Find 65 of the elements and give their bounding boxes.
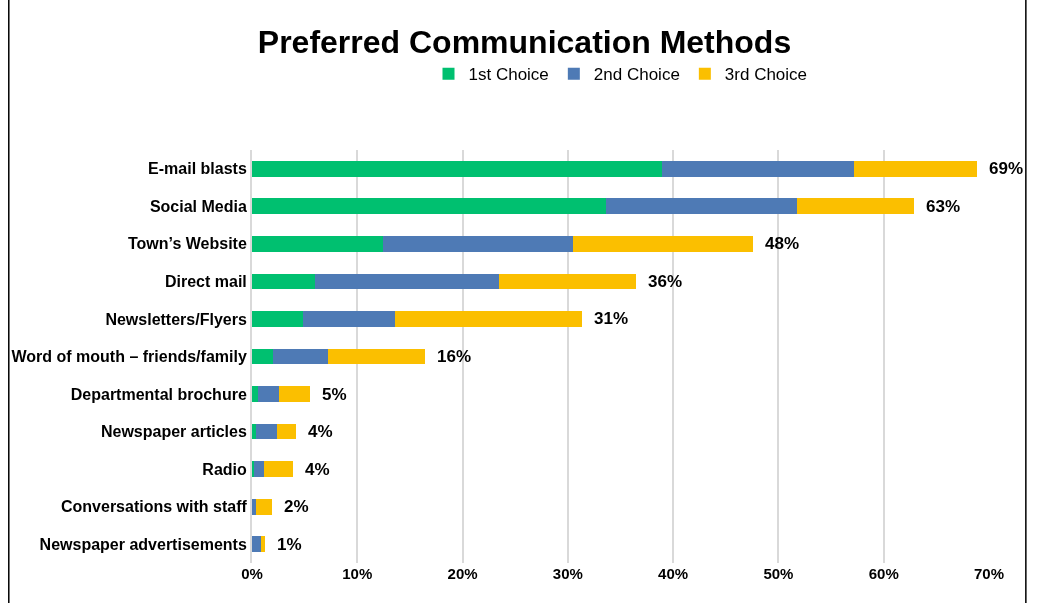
total-label: 16% <box>437 347 472 366</box>
total-label: 31% <box>594 309 629 328</box>
total-label: 69% <box>989 159 1024 178</box>
bar <box>261 536 265 553</box>
y-tick-label: E-mail blasts <box>148 160 247 178</box>
y-tick-label: Word of mouth – friends/family <box>11 348 247 366</box>
total-label: 2% <box>284 497 309 516</box>
bar <box>327 348 425 365</box>
y-tick-label: Newsletters/Flyers <box>105 310 247 328</box>
bar <box>252 386 259 402</box>
x-tick-label: 30% <box>552 565 583 582</box>
bar <box>258 386 280 402</box>
y-tick-label: Conversations with staff <box>60 498 248 516</box>
bar <box>273 348 328 365</box>
bar <box>252 273 316 290</box>
y-tick-label: Departmental brochure <box>70 385 247 403</box>
x-tick-label: 70% <box>973 565 1005 582</box>
bar <box>252 536 262 553</box>
bar <box>263 461 294 478</box>
x-tick-label: 40% <box>658 565 689 582</box>
bar <box>252 311 303 327</box>
bar <box>279 386 310 402</box>
total-label: 1% <box>277 535 302 554</box>
bar <box>302 311 396 327</box>
total-label: 36% <box>648 272 683 291</box>
bar <box>499 273 637 290</box>
bar <box>382 235 574 252</box>
x-tick-label: 50% <box>763 565 794 582</box>
bar <box>252 348 274 365</box>
bar <box>252 423 257 440</box>
bar <box>256 423 278 440</box>
bar <box>256 498 272 515</box>
bar <box>252 160 662 177</box>
bar <box>252 235 383 252</box>
bar <box>573 235 754 252</box>
bar <box>395 311 582 327</box>
x-tick-label: 10% <box>342 565 373 582</box>
total-label: 63% <box>926 197 961 216</box>
x-tick-label: 0% <box>241 565 263 582</box>
bar <box>854 160 978 177</box>
y-tick-label: Newspaper advertisements <box>39 535 247 553</box>
total-label: 5% <box>322 385 347 404</box>
y-tick-label: Direct mail <box>164 273 247 291</box>
bar <box>605 198 798 215</box>
bar <box>315 273 500 290</box>
y-tick-label: Social Media <box>149 197 247 215</box>
total-label: 48% <box>765 234 800 253</box>
x-tick-label: 60% <box>868 565 899 582</box>
x-tick-label: 20% <box>447 565 478 582</box>
bar <box>254 461 264 478</box>
y-tick-label: Radio <box>202 460 248 478</box>
bar <box>277 423 297 440</box>
total-label: 4% <box>308 422 333 441</box>
bar <box>252 498 257 515</box>
bar <box>252 198 606 215</box>
bar <box>661 160 855 177</box>
total-label: 4% <box>305 460 330 479</box>
y-tick-label: Newspaper articles <box>100 423 247 441</box>
bar <box>797 198 915 215</box>
y-tick-label: Town’s Website <box>127 235 247 253</box>
bar <box>252 461 255 478</box>
legend-label: 1st Choice <box>468 65 549 85</box>
chart-title: Preferred Communication Methods <box>257 23 792 60</box>
legend-label: 3rd Choice <box>724 65 808 85</box>
legend-label: 2nd Choice <box>593 65 680 85</box>
